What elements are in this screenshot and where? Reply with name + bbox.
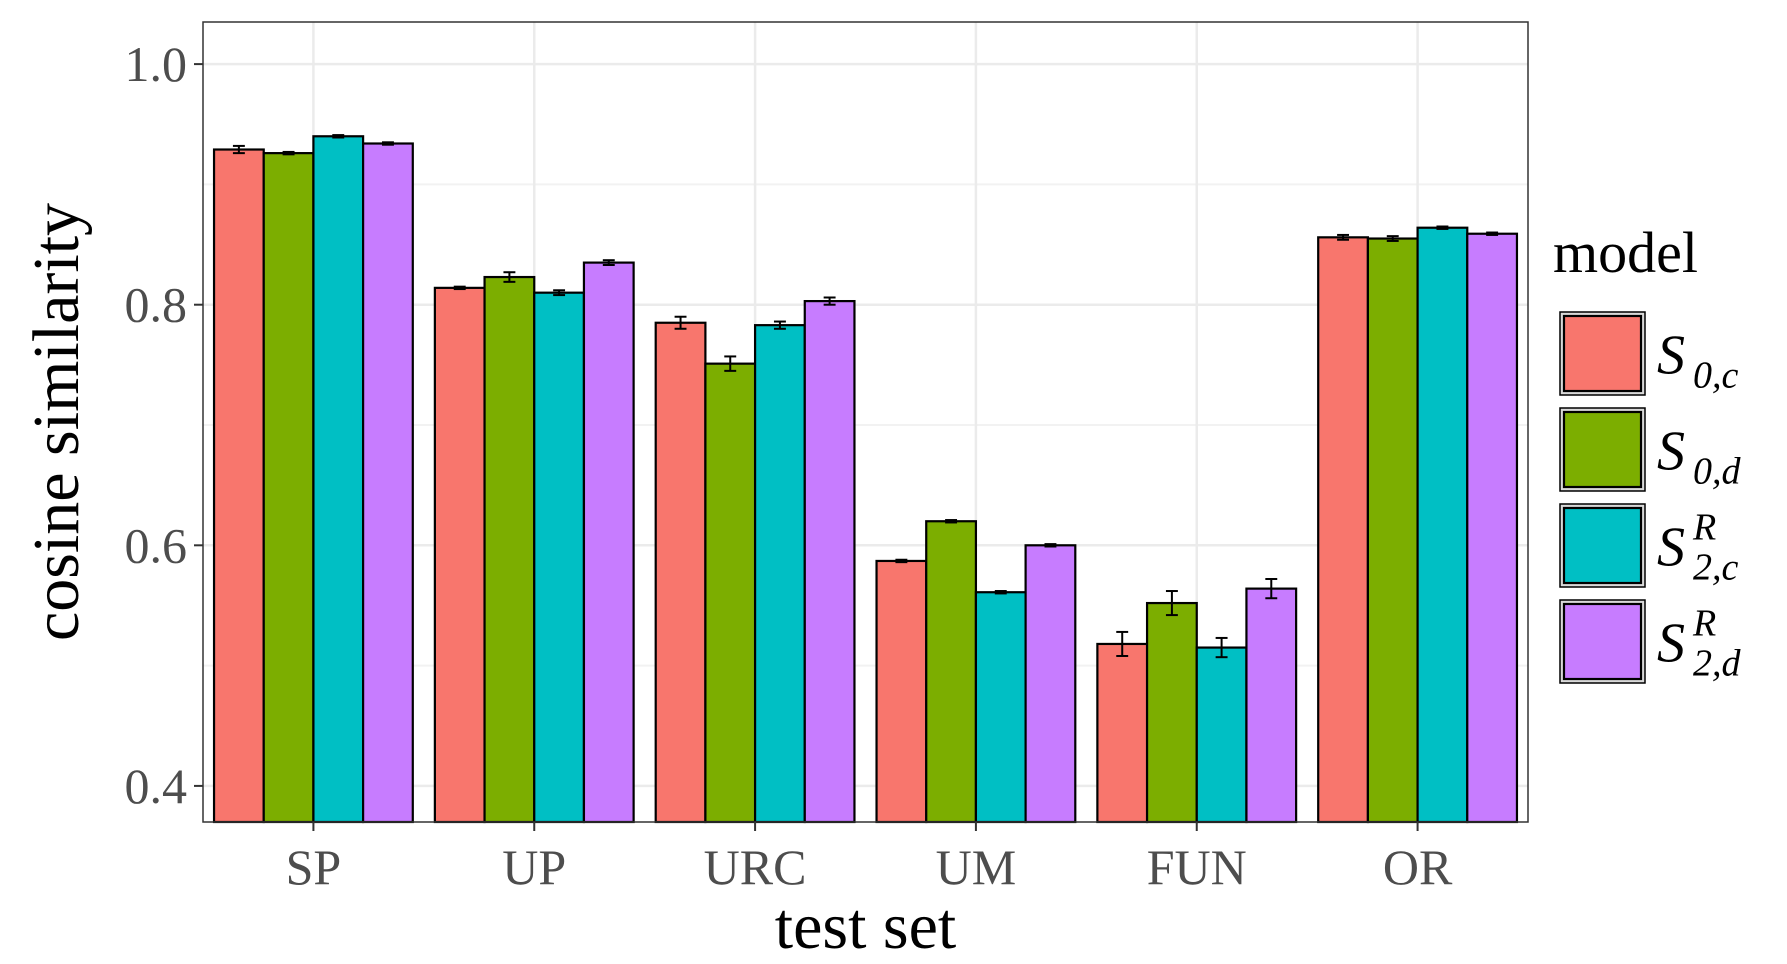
legend-key-swatch	[1562, 506, 1643, 585]
x-tick-label-fun: FUN	[1147, 839, 1247, 895]
legend-label-superscript: R	[1692, 507, 1716, 549]
error-bar-um-2	[994, 590, 1007, 595]
y-axis: 0.4 0.6 0.8 1.0	[125, 36, 203, 814]
error-bars	[232, 134, 1499, 659]
error-bar-or-2	[1436, 225, 1449, 230]
x-tick-label-or: OR	[1383, 839, 1453, 895]
error-bar-urc-3	[823, 296, 836, 306]
bar-urc-2	[753, 324, 806, 824]
error-bar-um-1	[945, 519, 958, 524]
legend-label-subscript: 2,d	[1693, 643, 1742, 685]
legend-label-subscript: 2,c	[1693, 547, 1739, 589]
bar-up-3	[582, 261, 635, 824]
y-tick-label-3: 1.0	[125, 36, 188, 92]
error-bar-sp-2	[332, 134, 345, 139]
bar-urc-1	[704, 362, 757, 824]
bar-or-1	[1366, 237, 1419, 824]
error-bar-fun-0	[1116, 630, 1129, 657]
bar-or-3	[1466, 232, 1519, 824]
legend-label-3: S R 2,d	[1657, 603, 1742, 685]
legend-label-main: S	[1657, 325, 1685, 387]
bar-sp-0	[212, 148, 265, 824]
legend-label-superscript: R	[1692, 603, 1716, 645]
x-axis-title: test set	[775, 890, 956, 963]
bar-fun-2	[1195, 646, 1248, 824]
legend-label-0: S 0,c	[1657, 325, 1739, 397]
x-tick-label-sp: SP	[286, 839, 342, 895]
bar-up-2	[533, 291, 586, 824]
x-axis: SP UP URC UM FUN OR	[286, 822, 1453, 895]
error-bar-fun-1	[1165, 590, 1178, 617]
y-tick-label-1: 0.6	[125, 517, 188, 573]
bar-um-1	[925, 520, 978, 824]
error-bar-up-2	[553, 289, 566, 297]
error-bar-or-0	[1337, 233, 1350, 241]
y-axis-title: cosine similarity	[20, 203, 93, 641]
bar-or-0	[1317, 236, 1369, 824]
legend-key-swatch	[1562, 410, 1643, 489]
x-tick-label-um: UM	[936, 839, 1017, 895]
legend-label-subscript: 0,d	[1693, 451, 1742, 493]
bar-up-1	[483, 275, 536, 824]
x-tick-label-urc: URC	[704, 839, 807, 895]
legend-label-main: S	[1657, 517, 1685, 579]
error-bar-or-1	[1386, 235, 1399, 242]
error-bar-up-0	[453, 285, 466, 291]
bar-fun-3	[1245, 587, 1298, 824]
legend-label-subscript: 0,c	[1693, 355, 1739, 397]
bar-or-2	[1416, 226, 1469, 824]
error-bar-sp-0	[232, 144, 245, 155]
legend-label-1: S 0,d	[1657, 421, 1742, 493]
x-tick-label-up: UP	[502, 839, 566, 895]
bar-fun-1	[1145, 601, 1198, 824]
bar-urc-0	[654, 321, 707, 824]
bar-sp-1	[262, 152, 315, 824]
y-tick-label-0: 0.4	[125, 758, 188, 814]
error-bar-sp-3	[381, 141, 394, 146]
error-bar-um-0	[895, 558, 908, 564]
bars	[212, 135, 1519, 824]
legend-key-swatch	[1562, 314, 1643, 393]
bar-fun-0	[1096, 642, 1149, 824]
panel-border	[202, 21, 1529, 823]
y-tick-label-2: 0.8	[125, 277, 188, 333]
legend-item-3: S R 2,d	[1559, 599, 1742, 685]
legend-item-2: S R 2,c	[1559, 503, 1739, 589]
error-bar-or-3	[1486, 231, 1499, 236]
legend-item-1: S 0,d	[1559, 407, 1742, 493]
error-bar-up-3	[602, 259, 615, 267]
legend: model S 0,cS 0,dS R 2,cS R 2,d	[1553, 220, 1742, 685]
error-bar-fun-2	[1215, 636, 1228, 659]
bar-um-2	[974, 591, 1027, 824]
bar-sp-3	[362, 142, 414, 824]
error-bar-urc-2	[773, 320, 786, 330]
error-bar-urc-1	[724, 355, 737, 372]
bar-up-0	[433, 286, 486, 824]
legend-label-main: S	[1657, 421, 1685, 483]
error-bar-up-1	[503, 271, 516, 283]
error-bar-um-3	[1044, 543, 1057, 548]
bar-um-0	[875, 559, 928, 824]
legend-label-main: S	[1657, 613, 1685, 675]
legend-title: model	[1553, 220, 1698, 285]
legend-item-0: S 0,c	[1559, 311, 1739, 397]
bar-um-3	[1024, 544, 1077, 824]
bar-sp-2	[312, 135, 365, 824]
error-bar-urc-0	[674, 315, 687, 330]
bar-urc-3	[803, 299, 856, 824]
error-bar-sp-1	[282, 150, 295, 156]
legend-label-2: S R 2,c	[1657, 507, 1739, 589]
error-bar-fun-3	[1265, 577, 1278, 600]
legend-key-swatch	[1562, 602, 1643, 681]
